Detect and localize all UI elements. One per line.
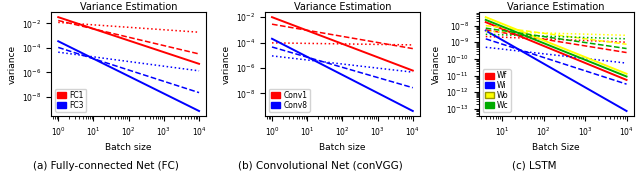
X-axis label: Batch size: Batch size: [319, 143, 365, 152]
Text: (c) LSTM: (c) LSTM: [512, 161, 557, 171]
Text: (a) Fully-connected Net (FC): (a) Fully-connected Net (FC): [33, 161, 179, 171]
Legend: FC1, FC3: FC1, FC3: [55, 88, 86, 112]
Legend: Wf, Wi, Wo, Wc: Wf, Wi, Wo, Wc: [483, 69, 511, 112]
Text: (b) Convolutional Net (conVGG): (b) Convolutional Net (conVGG): [237, 161, 403, 171]
Y-axis label: Variance: Variance: [431, 44, 441, 84]
X-axis label: Batch Size: Batch Size: [532, 143, 580, 152]
Title: Variance Estimation: Variance Estimation: [80, 2, 177, 12]
Legend: Conv1, Conv8: Conv1, Conv8: [269, 88, 310, 112]
Y-axis label: variance: variance: [221, 44, 230, 84]
Title: Variance Estimation: Variance Estimation: [294, 2, 391, 12]
Y-axis label: variance: variance: [8, 44, 17, 84]
X-axis label: Batch size: Batch size: [106, 143, 152, 152]
Title: Variance Estimation: Variance Estimation: [508, 2, 605, 12]
